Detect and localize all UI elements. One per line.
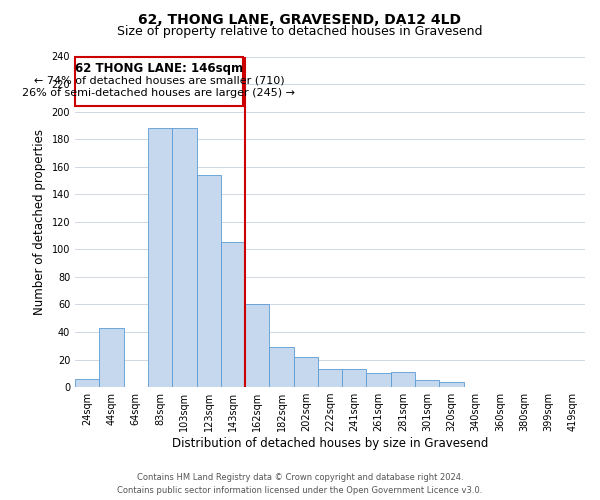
Bar bbox=[172, 128, 197, 387]
Text: 26% of semi-detached houses are larger (245) →: 26% of semi-detached houses are larger (… bbox=[22, 88, 295, 98]
Bar bbox=[318, 369, 342, 387]
Bar bbox=[342, 369, 367, 387]
Text: Size of property relative to detached houses in Gravesend: Size of property relative to detached ho… bbox=[117, 25, 483, 38]
Text: 62, THONG LANE, GRAVESEND, DA12 4LD: 62, THONG LANE, GRAVESEND, DA12 4LD bbox=[139, 12, 461, 26]
Bar bbox=[75, 379, 100, 387]
Bar bbox=[148, 128, 172, 387]
Y-axis label: Number of detached properties: Number of detached properties bbox=[33, 129, 46, 315]
Bar bbox=[269, 347, 293, 387]
Bar bbox=[415, 380, 439, 387]
Bar bbox=[439, 382, 464, 387]
Bar bbox=[100, 328, 124, 387]
Text: ← 74% of detached houses are smaller (710): ← 74% of detached houses are smaller (71… bbox=[34, 76, 284, 86]
FancyBboxPatch shape bbox=[75, 56, 242, 106]
Text: Contains HM Land Registry data © Crown copyright and database right 2024.
Contai: Contains HM Land Registry data © Crown c… bbox=[118, 474, 482, 495]
Text: 62 THONG LANE: 146sqm: 62 THONG LANE: 146sqm bbox=[75, 62, 243, 75]
Bar bbox=[391, 372, 415, 387]
Bar bbox=[221, 242, 245, 387]
X-axis label: Distribution of detached houses by size in Gravesend: Distribution of detached houses by size … bbox=[172, 437, 488, 450]
Bar bbox=[293, 357, 318, 387]
Bar bbox=[197, 175, 221, 387]
Bar bbox=[367, 374, 391, 387]
Bar bbox=[245, 304, 269, 387]
